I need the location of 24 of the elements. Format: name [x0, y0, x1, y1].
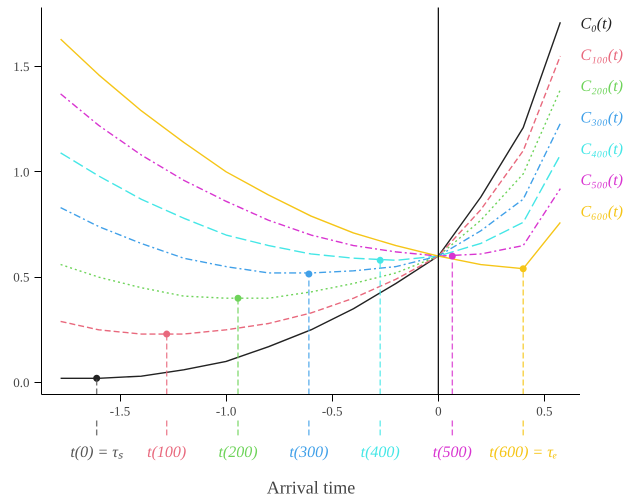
series-label: C₅₀₀(t) [580, 172, 623, 190]
y-tick-label: 1.0 [13, 164, 30, 180]
x-axis-title: Arrival time [266, 478, 356, 498]
ref-line-label: t(200) [218, 444, 258, 461]
x-tick-label: -1.5 [110, 404, 130, 418]
series-label: C₄₀₀(t) [580, 140, 623, 158]
ref-line-label: t(0) = τₛ [70, 444, 124, 461]
ref-line-label: t(400) [360, 444, 400, 461]
y-tick-label: 0.5 [13, 270, 30, 285]
ref-line-label: t(600) = τₑ [489, 444, 558, 461]
x-tick-label: 0 [435, 404, 442, 418]
series-label: C₁₀₀(t) [580, 46, 623, 64]
series-label: C₃₀₀(t) [580, 110, 623, 127]
series-label: C₂₀₀(t) [580, 78, 623, 96]
y-tick-label: 1.5 [13, 58, 30, 74]
y-tick-label: 0.0 [13, 374, 30, 390]
ref-line-label: t(500) [432, 444, 472, 461]
x-tick-label: 0.5 [536, 404, 553, 418]
series-label: C₆₀₀(t) [580, 204, 623, 221]
x-tick-label: -1.0 [216, 404, 236, 418]
ref-line-label: t(100) [147, 444, 186, 461]
x-tick-label: -0.5 [322, 404, 343, 418]
series-label: C₀(t) [580, 16, 612, 33]
ref-line-label: t(300) [289, 444, 328, 461]
